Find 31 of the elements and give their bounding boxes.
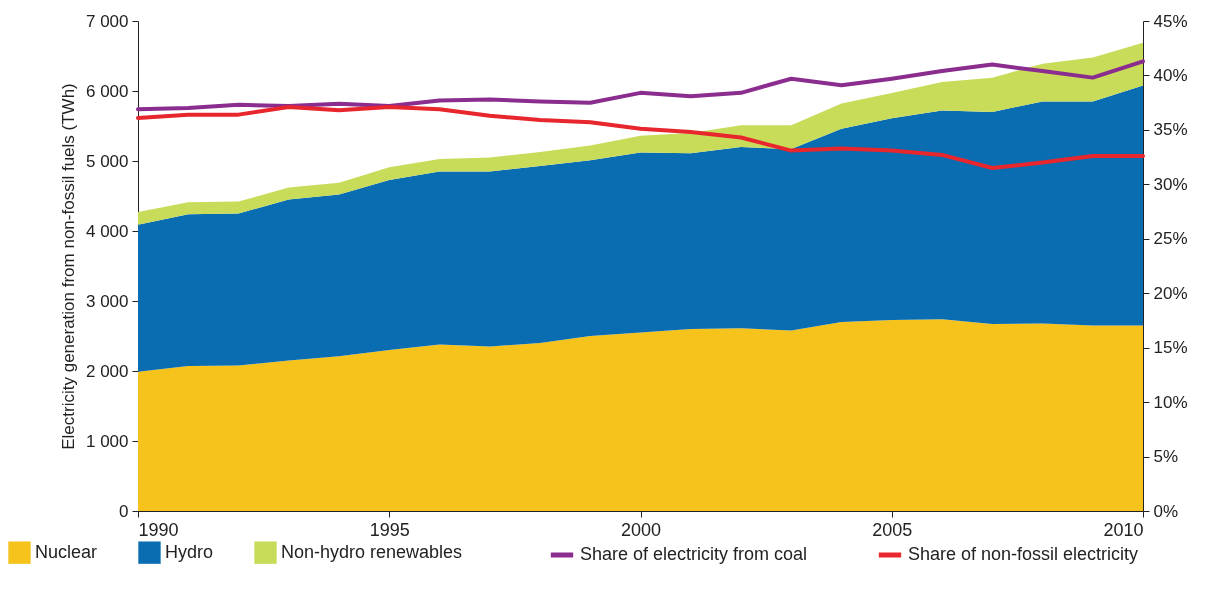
y-tick-label: 3 000 xyxy=(85,291,129,311)
y2-tick-label: 20% xyxy=(1153,283,1188,303)
y-tick-label: 0 xyxy=(119,501,129,521)
x-tick-label: 2010 xyxy=(1103,519,1144,540)
y-tick-label: 4 000 xyxy=(85,221,129,241)
x-tick-label: 2000 xyxy=(620,519,662,540)
legend-label: Share of non-fossil electricity xyxy=(908,544,1139,564)
y-tick-label: 1 000 xyxy=(85,431,129,451)
legend-label: Non-hydro renewables xyxy=(281,541,463,562)
y2-tick-label: 15% xyxy=(1153,338,1188,358)
y-tick-label: 5 000 xyxy=(85,151,129,171)
line-series xyxy=(136,105,1145,170)
y2-tick-label: 25% xyxy=(1153,229,1188,249)
y2-tick-label: 10% xyxy=(1153,392,1188,412)
legend-label: Nuclear xyxy=(35,541,98,562)
x-tick-label: 2005 xyxy=(872,519,913,540)
y-tick-label: 6 000 xyxy=(85,81,129,101)
x-tick-label: 1990 xyxy=(138,519,179,540)
y2-tick-label: 0% xyxy=(1153,501,1179,521)
x-tick-label: 1995 xyxy=(369,519,410,540)
y2-tick-label: 35% xyxy=(1153,120,1188,140)
y-tick-label: 7 000 xyxy=(85,11,129,31)
y-tick-label: 2 000 xyxy=(85,361,129,381)
y2-tick-label: 40% xyxy=(1153,65,1188,85)
y2-tick-label: 5% xyxy=(1153,447,1179,467)
y2-tick-label: 30% xyxy=(1153,174,1188,194)
legend-label: Share of electricity from coal xyxy=(580,544,808,564)
line-series xyxy=(136,59,1145,112)
y-axis-title: Electricity generation from non-fossil fuels (TWh) xyxy=(58,83,78,450)
legend-label: Hydro xyxy=(165,541,214,562)
y2-tick-label: 45% xyxy=(1153,11,1188,31)
